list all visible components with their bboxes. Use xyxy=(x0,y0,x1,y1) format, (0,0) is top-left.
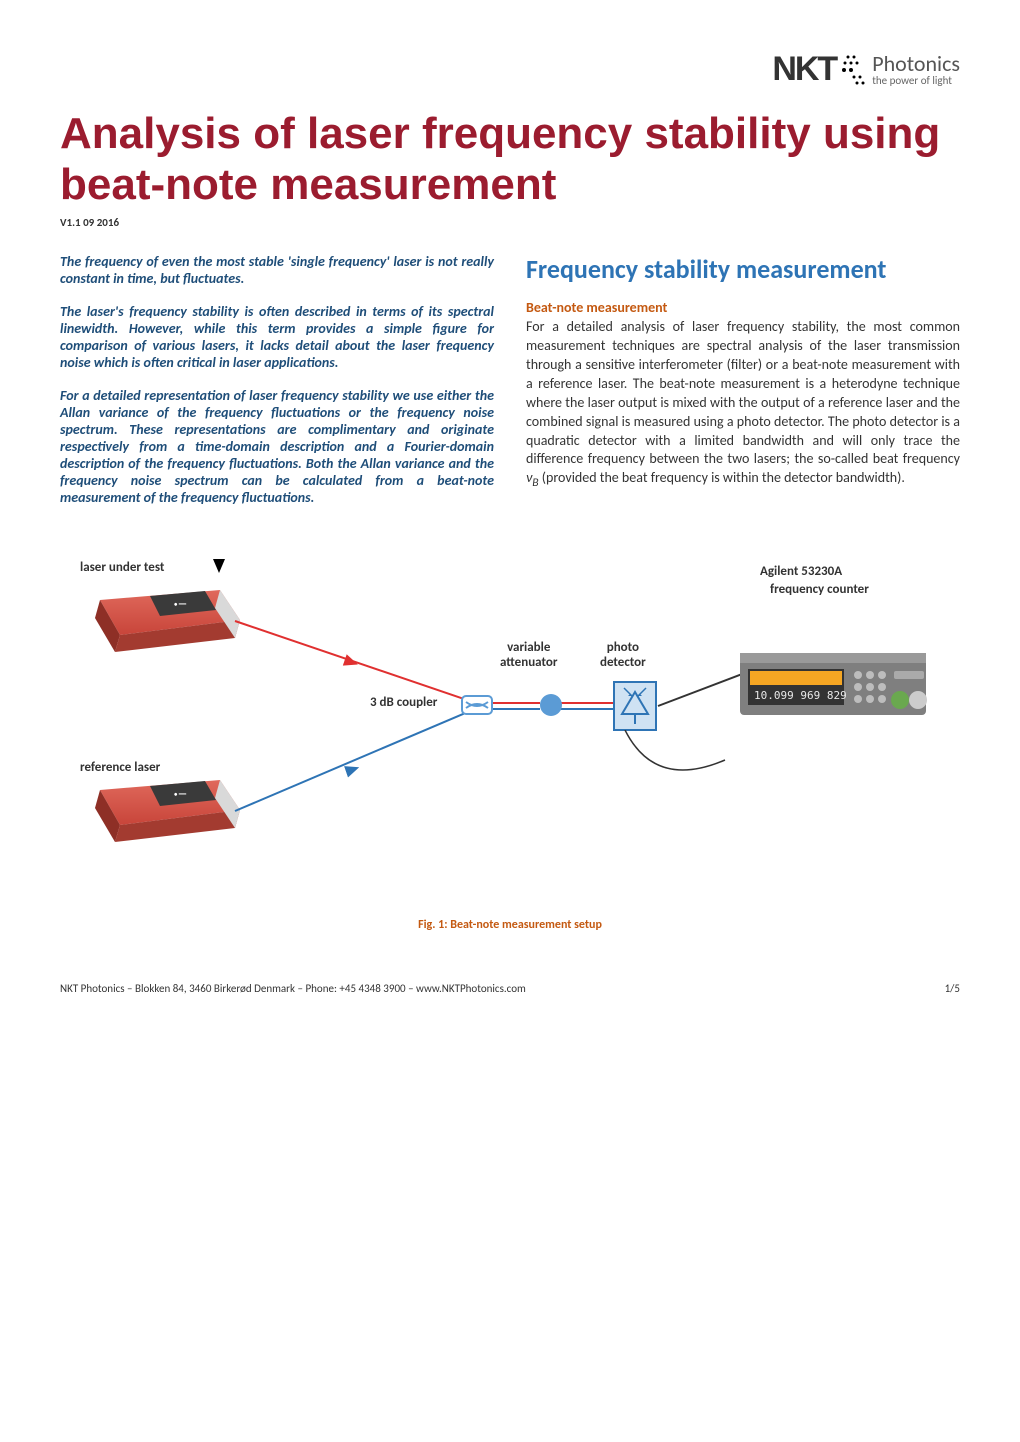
logo-word: Photonics xyxy=(872,53,960,75)
cable-curve-icon xyxy=(615,730,735,805)
coupler-icon xyxy=(460,690,494,725)
arrow-beam-red xyxy=(341,653,360,676)
subsection-heading: Beat-note measurement xyxy=(526,299,960,316)
figure-caption: Fig. 1: Beat-note measurement setup xyxy=(60,918,960,932)
beam-blue-to-det xyxy=(560,708,615,710)
svg-text:10.099 969 829: 10.099 969 829 xyxy=(754,689,847,702)
arrow-beam-blue xyxy=(343,760,362,783)
beam-blue-after xyxy=(490,708,540,710)
page-footer: NKT Photonics – Blokken 84, 3460 Birkerø… xyxy=(60,982,960,995)
label-coupler: 3 dB coupler xyxy=(370,695,437,710)
logo-brand-text: NKT xyxy=(772,50,836,89)
svg-text:● ━━: ● ━━ xyxy=(174,600,187,608)
abstract-block: The frequency of even the most stable 's… xyxy=(60,253,494,506)
beam-red-to-det xyxy=(560,702,615,704)
body-paragraph: For a detailed analysis of laser frequen… xyxy=(526,318,960,492)
svg-text:● ━━: ● ━━ xyxy=(174,790,187,798)
abstract-paragraph: For a detailed representation of laser f… xyxy=(60,387,494,506)
reference-laser-icon: ● ━━ xyxy=(90,780,240,846)
left-column: The frequency of even the most stable 's… xyxy=(60,253,494,522)
content-columns: The frequency of even the most stable 's… xyxy=(60,253,960,522)
section-heading: Frequency stability measurement xyxy=(526,253,960,285)
footer-right: 1/5 xyxy=(945,982,960,995)
logo-area: NKT Photonics the power of light xyxy=(60,50,960,89)
arrow-label-top xyxy=(208,559,227,573)
signal-line xyxy=(658,670,751,707)
label-detector: photodetector xyxy=(600,640,646,670)
figure-1: ● ━━ ● ━━ laser under test reference lase… xyxy=(60,550,960,910)
abstract-paragraph: The frequency of even the most stable 's… xyxy=(60,253,494,287)
label-counter-title: Agilent 53230A xyxy=(760,564,842,579)
abstract-paragraph: The laser's frequency stability is often… xyxy=(60,303,494,371)
footer-left: NKT Photonics – Blokken 84, 3460 Birkerø… xyxy=(60,982,526,995)
frequency-counter-icon: 10.099 969 829 xyxy=(740,645,910,715)
logo-text-block: Photonics the power of light xyxy=(872,53,960,86)
label-counter-sub: frequency counter xyxy=(770,582,869,597)
nkt-logo: NKT Photonics the power of light xyxy=(772,50,960,89)
page-title: Analysis of laser frequency stability us… xyxy=(60,109,960,210)
version-label: V1.1 09 2016 xyxy=(60,216,960,229)
right-column: Frequency stability measurement Beat-not… xyxy=(526,253,960,522)
label-laser-under-test: laser under test xyxy=(80,560,164,575)
logo-dots-icon xyxy=(842,53,866,87)
logo-tagline: the power of light xyxy=(872,75,960,86)
label-reference-laser: reference laser xyxy=(80,760,160,775)
attenuator-icon xyxy=(538,692,564,723)
beam-red-after xyxy=(490,702,540,704)
label-attenuator: variableattenuator xyxy=(500,640,557,670)
laser-under-test-icon: ● ━━ xyxy=(90,590,240,656)
